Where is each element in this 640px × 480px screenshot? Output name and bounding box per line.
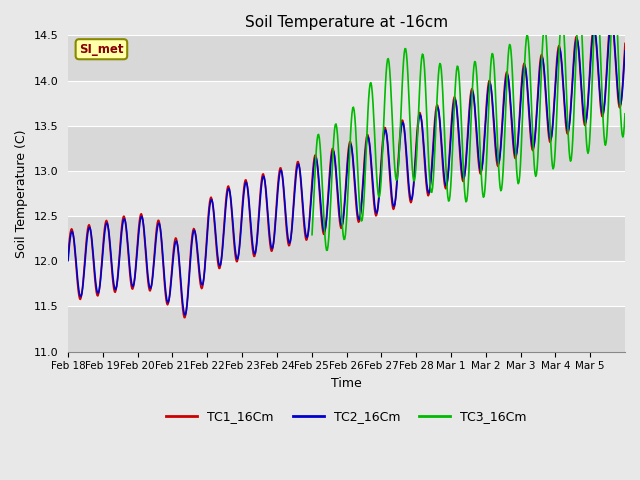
Bar (68, 306, 625, 351)
Bar (68, 216, 625, 261)
Y-axis label: Soil Temperature (C): Soil Temperature (C) (15, 129, 28, 258)
X-axis label: Time: Time (331, 377, 362, 390)
Text: SI_met: SI_met (79, 43, 124, 56)
Title: Soil Temperature at -16cm: Soil Temperature at -16cm (245, 15, 448, 30)
Bar (68, 171, 625, 216)
Bar (68, 261, 625, 306)
Bar (68, 81, 625, 126)
Legend: TC1_16Cm, TC2_16Cm, TC3_16Cm: TC1_16Cm, TC2_16Cm, TC3_16Cm (161, 405, 532, 428)
Bar (68, 126, 625, 171)
Bar (68, 36, 625, 81)
